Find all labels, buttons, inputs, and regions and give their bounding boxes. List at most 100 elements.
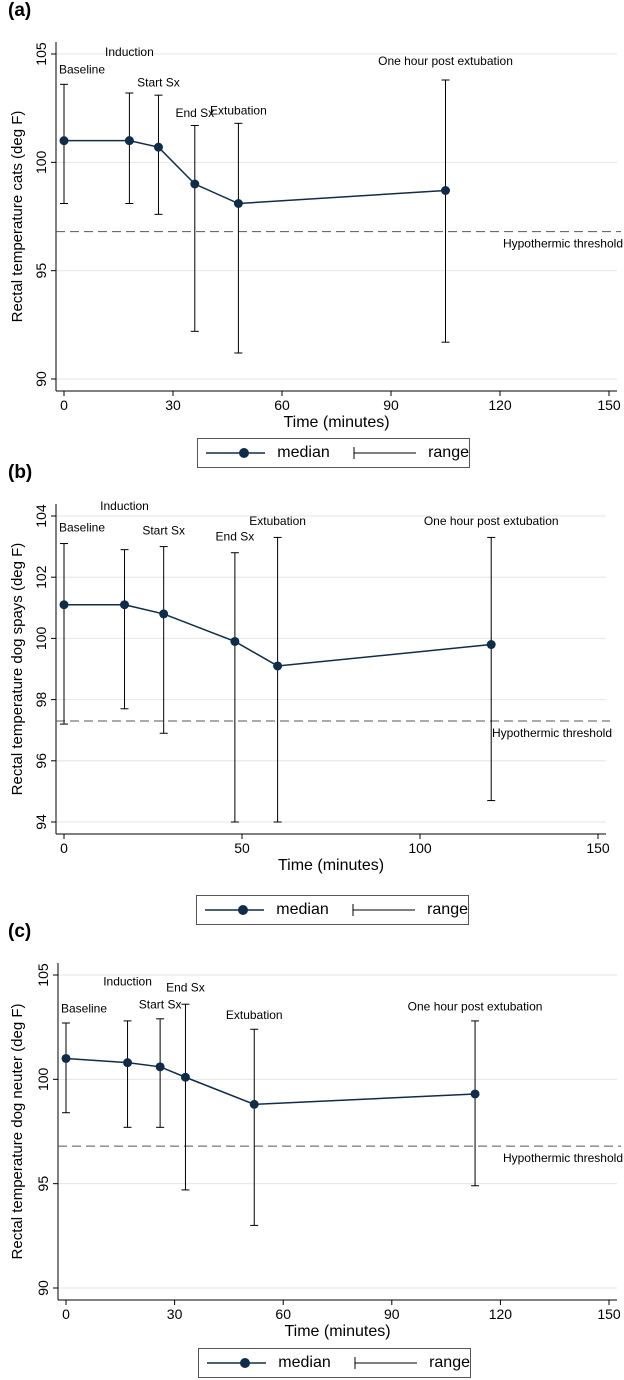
- annotation-label: Induction: [103, 974, 152, 988]
- median-point: [59, 600, 69, 610]
- y-tick-label: 95: [33, 263, 49, 279]
- x-axis-label: Time (minutes): [278, 857, 384, 874]
- chart-a: 90 95 100 105 0 30 60 90 120 150 Time (minutes) Rec…: [9, 42, 623, 431]
- median-point: [59, 136, 69, 146]
- median-point: [153, 142, 163, 152]
- x-tick-label: 0: [62, 1306, 70, 1322]
- threshold-label: Hypothermic threshold: [503, 1151, 623, 1165]
- median-point: [441, 186, 450, 195]
- y-tick-label: 100: [33, 627, 49, 651]
- legend-median-label: median: [276, 901, 329, 918]
- annotation-label: Induction: [105, 45, 154, 59]
- median-point: [230, 636, 240, 646]
- y-tick-label: 104: [33, 504, 49, 528]
- legend-range-label: range: [427, 901, 468, 918]
- median-line: [65, 1057, 476, 1106]
- y-tick-label: 96: [33, 753, 49, 769]
- threshold-label: Hypothermic threshold: [492, 726, 612, 740]
- annotation-label: Start Sx: [137, 76, 180, 90]
- panel-label: (b): [8, 462, 33, 483]
- median-point: [273, 661, 283, 671]
- median-point: [233, 199, 243, 208]
- range-legend-icon: [352, 904, 416, 916]
- median-point: [123, 1058, 133, 1068]
- annotation-label: Start Sx: [142, 523, 185, 537]
- median-point: [190, 179, 200, 189]
- y-tick-label: 100: [35, 1067, 51, 1091]
- x-tick-label: 0: [60, 840, 68, 856]
- annotation-label: End Sx: [166, 981, 205, 995]
- x-tick-label: 50: [234, 840, 250, 856]
- y-axis-label: Rectal temperature cats (deg F): [9, 111, 26, 323]
- x-tick-label: 100: [408, 840, 432, 856]
- annotation-label: Baseline: [59, 520, 105, 534]
- legend-median-label: median: [278, 1354, 331, 1371]
- y-tick-label: 95: [35, 1176, 51, 1192]
- x-tick-label: 90: [384, 1306, 400, 1322]
- annotation-label: Induction: [100, 499, 149, 513]
- annotation-label: Extubation: [249, 514, 306, 528]
- median-point: [470, 1089, 480, 1099]
- median-point: [124, 136, 134, 146]
- annotation-label: Baseline: [61, 1002, 107, 1016]
- x-tick-label: 120: [489, 1306, 513, 1322]
- x-axis-label: Time (minutes): [283, 414, 389, 431]
- y-tick-label: 98: [33, 692, 49, 708]
- median-point: [249, 1099, 259, 1109]
- median-point: [159, 609, 169, 619]
- x-tick-label: 0: [60, 397, 68, 413]
- median-legend-icon: [206, 448, 266, 458]
- y-axis-label: Rectal temperature dog neuter (deg F): [9, 1004, 26, 1260]
- chart-b: 94 96 98 100 102 104 0 50 100 150 Time (minutes) Re…: [9, 499, 612, 874]
- panel-c: (c) 90 95 100 105 0 30 60 90 120 150 Time (minutes…: [0, 921, 624, 1380]
- panel-a: (a) 90 95 100 105 0 30 60 90 120 150 Time (minutes…: [0, 0, 624, 468]
- x-tick-label: 150: [597, 1306, 621, 1322]
- x-tick-label: 30: [167, 1306, 183, 1322]
- annotation-label: End Sx: [216, 529, 255, 543]
- x-tick-label: 60: [274, 397, 290, 413]
- legend-range-label: range: [429, 1354, 470, 1371]
- y-tick-label: 105: [33, 42, 49, 66]
- legend-median-label: median: [277, 444, 330, 461]
- y-tick-label: 94: [33, 814, 49, 830]
- legend-range-label: range: [428, 444, 469, 461]
- chart-c: 90 95 100 105 0 30 60 90 120 150 Time (minutes) Rec…: [9, 963, 623, 1340]
- annotation-label: End Sx: [175, 106, 214, 120]
- y-tick-label: 102: [33, 565, 49, 589]
- threshold-label: Hypothermic threshold: [503, 237, 623, 251]
- legend: median range: [198, 1348, 471, 1378]
- annotation-label: Extubation: [210, 104, 267, 118]
- x-tick-label: 90: [383, 397, 399, 413]
- median-legend-icon: [207, 1358, 267, 1368]
- median-line: [64, 139, 446, 205]
- legend: median range: [197, 438, 470, 468]
- annotation-label: Start Sx: [139, 997, 182, 1011]
- median-line: [64, 603, 492, 667]
- x-axis-label: Time (minutes): [284, 1323, 390, 1340]
- median-point: [486, 640, 496, 650]
- y-tick-label: 105: [35, 963, 51, 987]
- annotation-label: Extubation: [226, 1008, 283, 1022]
- y-tick-label: 90: [33, 371, 49, 387]
- panel-label: (a): [8, 0, 32, 21]
- x-tick-label: 120: [488, 397, 512, 413]
- x-tick-label: 30: [165, 397, 181, 413]
- median-point: [155, 1062, 165, 1072]
- panel-b: (b) 94 96 98 100 102 104 0 50 100 150 Time (minute…: [0, 462, 624, 932]
- annotation-label: One hour post extubation: [424, 514, 559, 528]
- median-legend-icon: [205, 905, 265, 915]
- y-axis-label: Rectal temperature dog spays (deg F): [9, 543, 26, 796]
- median-point: [180, 1072, 190, 1082]
- x-tick-label: 60: [275, 1306, 291, 1322]
- annotation-label: Baseline: [59, 63, 105, 77]
- range-legend-icon: [354, 1357, 418, 1369]
- range-legend-icon: [353, 447, 417, 459]
- panel-label: (c): [8, 921, 32, 942]
- median-point: [120, 600, 130, 610]
- y-tick-label: 90: [35, 1280, 51, 1296]
- annotation-label: One hour post extubation: [378, 54, 513, 68]
- median-point: [61, 1053, 71, 1063]
- x-tick-label: 150: [597, 397, 621, 413]
- y-tick-label: 100: [33, 150, 49, 174]
- annotation-label: One hour post extubation: [408, 999, 543, 1013]
